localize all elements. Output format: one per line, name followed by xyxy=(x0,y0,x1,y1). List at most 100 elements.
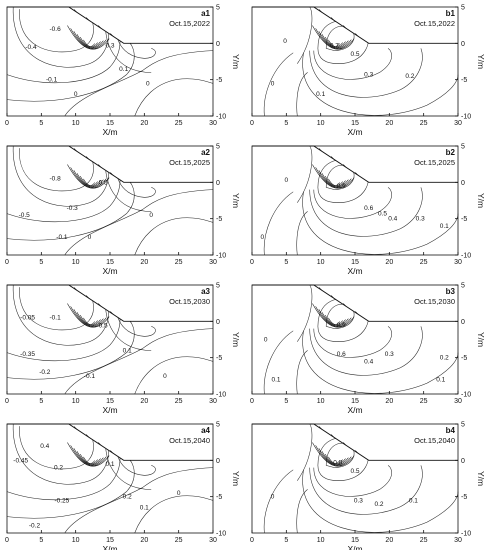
contour-label: 0.6 xyxy=(337,351,346,358)
contour-line xyxy=(328,317,341,325)
contour-line xyxy=(263,330,294,395)
contour-line xyxy=(313,465,392,497)
contour-line xyxy=(312,303,355,328)
slope-hatch xyxy=(110,311,114,315)
contour-label: 0 xyxy=(146,80,150,87)
x-tick-label: 25 xyxy=(175,259,183,266)
contour-line xyxy=(317,159,369,203)
slope-hatch xyxy=(330,295,335,299)
contour-line xyxy=(79,36,98,48)
contour-label: -0.1 xyxy=(56,234,68,241)
contour-line xyxy=(134,356,214,395)
x-tick-label: 0 xyxy=(5,120,9,127)
x-tick-label: 5 xyxy=(284,259,288,266)
x-tick-label: 10 xyxy=(72,259,80,266)
x-tick-label: 15 xyxy=(351,259,359,266)
slope-hatch xyxy=(98,164,102,168)
contour-label: 0 xyxy=(177,490,181,497)
x-tick-label: 15 xyxy=(106,120,114,127)
contour-line xyxy=(70,445,107,466)
slope-hatch xyxy=(355,33,359,37)
contour-line xyxy=(263,469,294,534)
air-mask xyxy=(68,285,213,322)
x-tick-label: 25 xyxy=(175,537,183,544)
contour-line xyxy=(328,178,341,186)
contour-line xyxy=(70,167,107,188)
contour-line xyxy=(6,317,135,380)
contour-label: 0.2 xyxy=(405,73,414,80)
x-tick-label: 20 xyxy=(385,120,393,127)
x-tick-label: 30 xyxy=(454,259,462,266)
contour-label: 0 xyxy=(271,494,275,501)
contour-line xyxy=(76,451,101,465)
x-tick-label: 30 xyxy=(454,398,462,405)
x-tick-label: 10 xyxy=(317,398,325,405)
contour-line xyxy=(312,25,355,50)
y-tick-label: -10 xyxy=(461,253,471,260)
contour-label: 0 xyxy=(163,373,167,380)
contour-line xyxy=(302,52,459,116)
panel-date: Oct.15,2022 xyxy=(169,19,210,28)
air-mask xyxy=(313,424,458,461)
y-tick-label: -10 xyxy=(461,392,471,399)
contour-line xyxy=(6,39,135,102)
contour-label: 0.1 xyxy=(316,91,325,98)
air-mask xyxy=(313,285,458,322)
slope-hatch xyxy=(73,287,78,291)
x-tick-label: 0 xyxy=(5,259,9,266)
contour-line xyxy=(313,326,392,358)
contour-line xyxy=(73,448,104,466)
x-axis-title: X/m xyxy=(347,127,362,137)
slope-hatch xyxy=(343,25,347,29)
contour-label: -0.1 xyxy=(84,373,96,380)
contour-label: 0.3 xyxy=(105,43,114,50)
panel-id: a2 xyxy=(201,148,210,157)
x-tick-label: 25 xyxy=(175,120,183,127)
contour-label: -0.6 xyxy=(49,26,61,33)
y-tick-label: 0 xyxy=(216,41,220,48)
slope-hatch xyxy=(85,17,90,21)
contour-line xyxy=(296,350,308,395)
contour-label: -0.45 xyxy=(13,457,28,464)
panel-date: Oct.15,2025 xyxy=(169,158,210,167)
y-tick-label: 5 xyxy=(216,422,220,429)
contour-line xyxy=(296,72,308,117)
x-tick-label: 20 xyxy=(140,259,148,266)
y-tick-label: 5 xyxy=(461,5,465,12)
x-axis-title: X/m xyxy=(347,544,362,550)
slope-hatch xyxy=(85,434,90,438)
slope-hatch xyxy=(343,442,347,446)
contour-label: 0 xyxy=(88,234,92,241)
y-tick-label: 0 xyxy=(461,458,465,465)
contour-line xyxy=(263,52,294,117)
contour-label: 0.2 xyxy=(123,494,132,501)
slope-hatch xyxy=(330,17,335,21)
x-tick-label: 30 xyxy=(209,259,217,266)
contour-line xyxy=(315,445,352,466)
contour-line xyxy=(321,34,346,48)
y-tick-label: -10 xyxy=(216,531,226,538)
x-tick-label: 20 xyxy=(385,537,393,544)
contour-label: -0.8 xyxy=(49,176,61,183)
y-tick-label: 5 xyxy=(461,422,465,429)
air-mask xyxy=(313,7,458,44)
slope-hatch xyxy=(330,434,335,438)
slope-hatch xyxy=(343,303,347,307)
x-tick-label: 15 xyxy=(351,120,359,127)
contour-line xyxy=(134,495,214,534)
contour-line xyxy=(321,451,346,465)
x-axis-title: X/m xyxy=(347,266,362,276)
contour-line xyxy=(324,314,343,326)
slope-hatch xyxy=(73,9,78,13)
contour-line xyxy=(76,312,101,326)
contour-line xyxy=(67,442,110,467)
y-tick-label: 0 xyxy=(216,319,220,326)
contour-label: 0.1 xyxy=(119,66,128,73)
panel-a3: -0.05 -0.1 0.5 -0.35 0.1 -0.2 -0.1 0 a3Oct.15,20… xyxy=(5,283,241,416)
x-tick-label: 5 xyxy=(284,120,288,127)
contour-line xyxy=(321,173,346,187)
contour-line xyxy=(309,326,423,376)
x-tick-label: 15 xyxy=(351,398,359,405)
